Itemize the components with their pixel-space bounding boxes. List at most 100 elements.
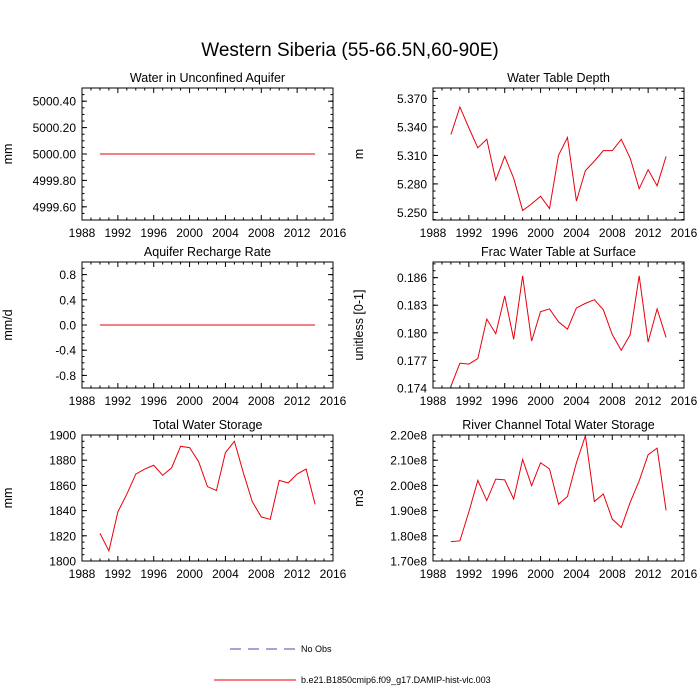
panel-6-ytick-label: 2.20e8 xyxy=(390,429,427,443)
figure-title: Western Siberia (55-66.5N,60-90E) xyxy=(201,40,498,61)
panel-6-xtick-label: 2008 xyxy=(599,567,626,581)
panel-3-xtick-label: 1988 xyxy=(69,394,96,408)
panel-4: Frac Water Table at Surface unitless [0-1… xyxy=(352,245,698,408)
panel-6-xtick-label: 1992 xyxy=(456,567,483,581)
panel-2-ytick-label: 5.310 xyxy=(397,149,427,163)
panel-3-xtick-label: 2016 xyxy=(320,394,347,408)
panel-5-xtick-label: 2016 xyxy=(320,567,347,581)
panel-5-xtick-label: 2012 xyxy=(284,567,311,581)
panel-2-title: Water Table Depth xyxy=(507,71,610,85)
panel-1-ytick-label: 5000.20 xyxy=(33,121,77,135)
panel-1: Water in Unconfined Aquifer mm 1988 1992 199… xyxy=(1,71,347,240)
panel-1-ytick-label: 4999.60 xyxy=(33,200,77,214)
panel-5-ylabel: mm xyxy=(1,488,15,509)
panel-6-xtick-label: 1996 xyxy=(491,567,518,581)
panel-5-xtick-label: 1996 xyxy=(140,567,167,581)
panel-4-ylabel: unitless [0-1] xyxy=(352,290,366,361)
panel-1-xtick-label: 1988 xyxy=(69,226,96,240)
panel-6-xtick-label: 2012 xyxy=(635,567,662,581)
panel-2-xtick-label: 2004 xyxy=(563,226,590,240)
panel-3-xtick-label: 2004 xyxy=(212,394,239,408)
panel-4-xtick-label: 2004 xyxy=(563,394,590,408)
panel-3-xtick-label: 1996 xyxy=(140,394,167,408)
panel-1-xtick-label: 1992 xyxy=(105,226,132,240)
panel-2-xtick-label: 1992 xyxy=(456,226,483,240)
panel-5-xtick-label: 1988 xyxy=(69,567,96,581)
panel-4-xtick-label: 2016 xyxy=(671,394,698,408)
panel-6-frame xyxy=(432,434,685,562)
panel-6-ytick-label: 2.10e8 xyxy=(390,454,427,468)
panel-2-ytick-label: 5.280 xyxy=(397,177,427,191)
panel-5-frame xyxy=(81,434,334,562)
legend: No Obs b.e21.B1850cmip6.f09_g17.DAMIP-hi… xyxy=(214,644,491,685)
panel-1-ylabel: mm xyxy=(1,144,15,165)
panel-2-series-line xyxy=(450,105,667,212)
panel-6-xtick-label: 2004 xyxy=(563,567,590,581)
panels: Water in Unconfined Aquifer mm 1988 1992 199… xyxy=(1,71,698,581)
panel-5-title: Total Water Storage xyxy=(152,418,262,432)
panel-1-ytick-label: 5000.40 xyxy=(33,95,77,109)
panel-3-ytick-label: 0.0 xyxy=(59,319,76,333)
panel-4-ytick-label: 0.180 xyxy=(397,326,427,340)
panel-4-xtick-label: 1996 xyxy=(491,394,518,408)
panel-1-title: Water in Unconfined Aquifer xyxy=(130,71,285,85)
panel-5-xtick-label: 2000 xyxy=(176,567,203,581)
panel-4-xtick-label: 2000 xyxy=(527,394,554,408)
panel-5-ytick-label: 1860 xyxy=(49,479,76,493)
panel-2-ylabel: m xyxy=(352,149,366,159)
panel-3-xtick-label: 2012 xyxy=(284,394,311,408)
panel-6-xtick-label: 2016 xyxy=(671,567,698,581)
panel-1-xtick-label: 2004 xyxy=(212,226,239,240)
panel-2-xtick-label: 2008 xyxy=(599,226,626,240)
panel-5-xtick-label: 2004 xyxy=(212,567,239,581)
panel-1-xtick-label: 2008 xyxy=(248,226,275,240)
panel-5-ytick-label: 1900 xyxy=(49,429,76,443)
panel-3-ylabel: mm/d xyxy=(1,309,15,340)
panel-4-xtick-label: 1992 xyxy=(456,394,483,408)
panel-3-xtick-label: 1992 xyxy=(105,394,132,408)
panel-3-title: Aquifer Recharge Rate xyxy=(144,245,271,259)
panel-1-xtick-label: 2000 xyxy=(176,226,203,240)
panel-5-ytick-label: 1880 xyxy=(49,454,76,468)
panel-6-series-line xyxy=(450,435,667,543)
panel-5-series-line xyxy=(99,440,316,553)
panel-4-title: Frac Water Table at Surface xyxy=(481,245,636,259)
panel-5: Total Water Storage mm 1988 1992 1996 2000 200… xyxy=(1,418,347,581)
panel-5-ytick-label: 1800 xyxy=(49,555,76,569)
panel-5-xtick-label: 1992 xyxy=(105,567,132,581)
panel-1-xtick-label: 1996 xyxy=(140,226,167,240)
panel-4-ytick-label: 0.183 xyxy=(397,299,427,313)
panel-6-xtick-label: 2000 xyxy=(527,567,554,581)
panel-3-ytick-label: 0.4 xyxy=(59,293,76,307)
panel-2: Water Table Depth m 1988 1992 1996 2000 2004 20… xyxy=(352,71,698,240)
legend-model-label: b.e21.B1850cmip6.f09_g17.DAMIP-hist-vlc.… xyxy=(301,675,491,685)
panel-2-xtick-label: 2000 xyxy=(527,226,554,240)
panel-3-xtick-label: 2008 xyxy=(248,394,275,408)
panel-2-ytick-label: 5.340 xyxy=(397,120,427,134)
panel-6-ytick-label: 1.80e8 xyxy=(390,529,427,543)
panel-6-ytick-label: 2.00e8 xyxy=(390,479,427,493)
panel-1-ytick-label: 4999.80 xyxy=(33,174,77,188)
panel-2-ytick-label: 5.250 xyxy=(397,206,427,220)
panel-2-ytick-label: 5.370 xyxy=(397,92,427,106)
panel-4-xtick-label: 1988 xyxy=(420,394,447,408)
panel-5-ytick-label: 1820 xyxy=(49,529,76,543)
panel-5-ytick-label: 1840 xyxy=(49,504,76,518)
panel-6-xtick-label: 1988 xyxy=(420,567,447,581)
panel-1-ytick-label: 5000.00 xyxy=(33,148,77,162)
panel-4-ytick-label: 0.177 xyxy=(397,354,427,368)
panel-4-ytick-label: 0.174 xyxy=(397,382,427,396)
legend-no-obs-label: No Obs xyxy=(301,644,332,654)
panel-3-ytick-label: -0.8 xyxy=(55,369,76,383)
panel-3-xtick-label: 2000 xyxy=(176,394,203,408)
panel-6-title: River Channel Total Water Storage xyxy=(462,418,655,432)
panel-2-xtick-label: 2012 xyxy=(635,226,662,240)
panel-2-xtick-label: 1988 xyxy=(420,226,447,240)
panel-3-ytick-label: 0.8 xyxy=(59,268,76,282)
panel-6-ytick-label: 1.90e8 xyxy=(390,504,427,518)
panel-4-frame xyxy=(432,261,685,389)
panel-5-xtick-label: 2008 xyxy=(248,567,275,581)
panel-4-series-line xyxy=(450,275,667,387)
